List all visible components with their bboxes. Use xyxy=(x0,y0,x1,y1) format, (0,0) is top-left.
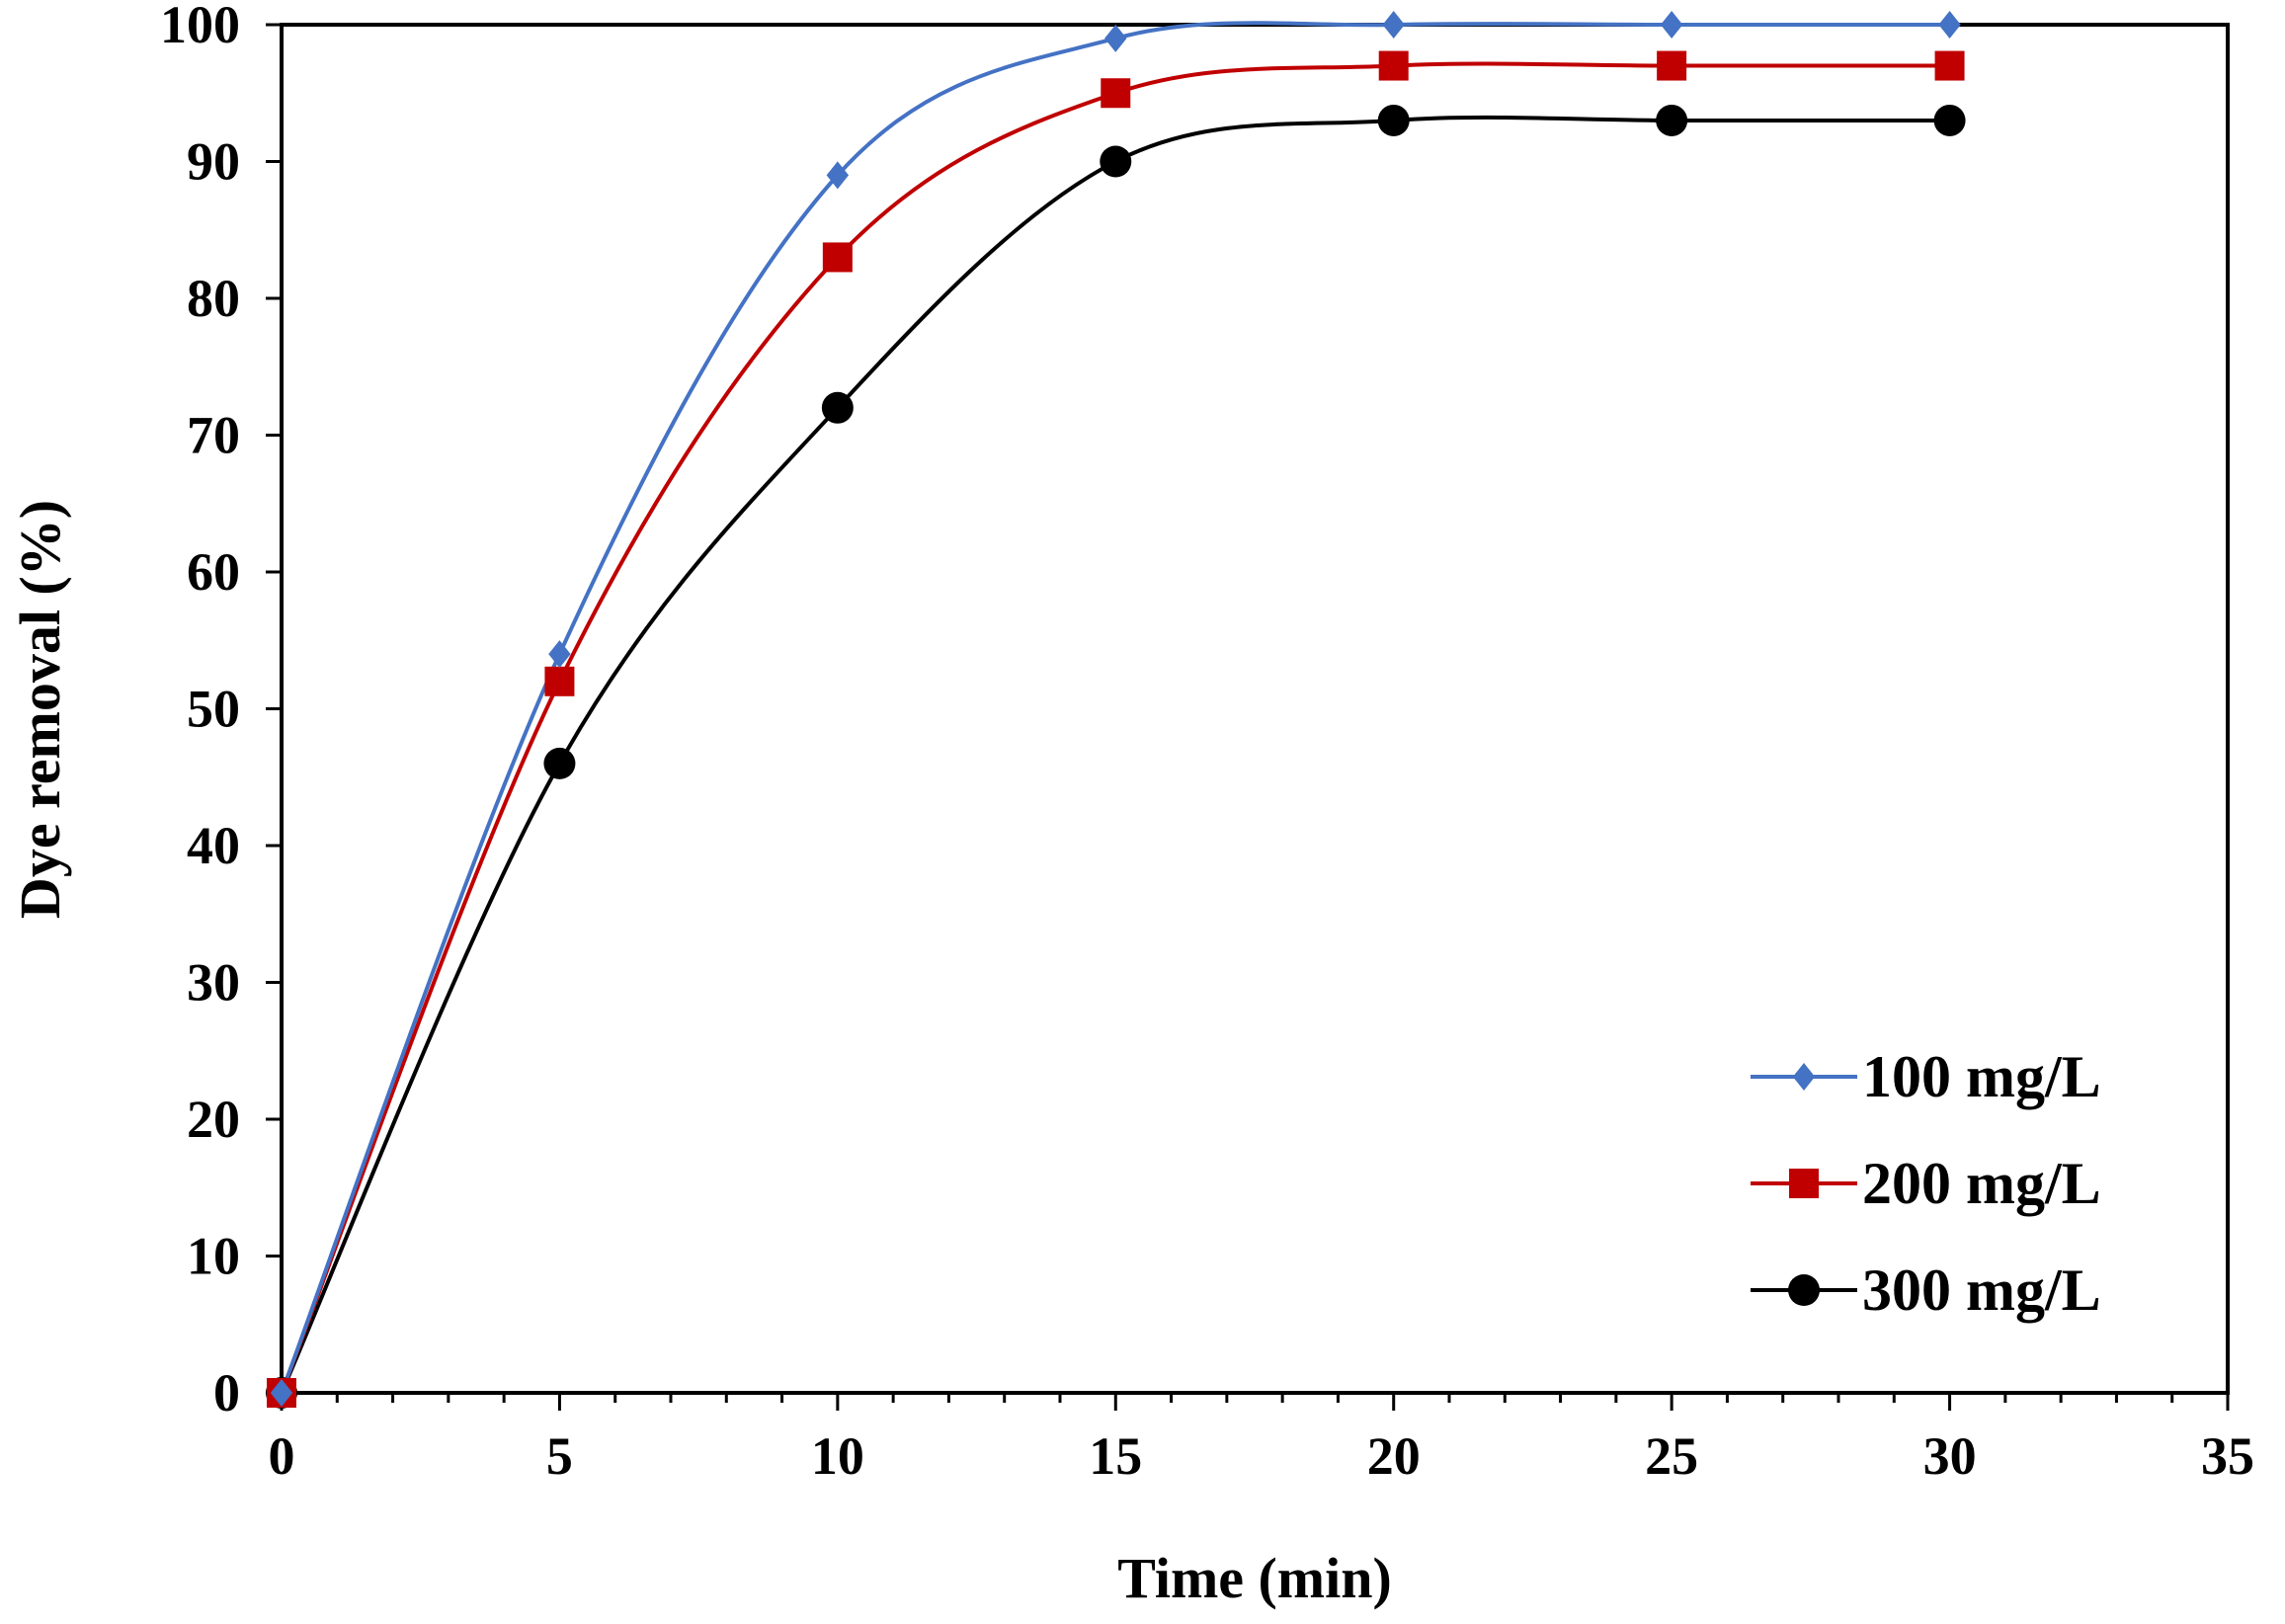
data-point xyxy=(1378,50,1409,81)
data-point xyxy=(548,640,571,669)
data-point xyxy=(1656,104,1688,136)
x-tick-label: 20 xyxy=(1367,1426,1421,1486)
x-tick-label: 10 xyxy=(811,1426,864,1486)
legend-item: 100 mg/L xyxy=(1751,1044,2101,1109)
data-point xyxy=(1938,11,1961,39)
x-axis: 0 5 10 15 20 25 30 35 xyxy=(269,1393,2254,1486)
legend-label: 100 mg/L xyxy=(1862,1044,2101,1109)
data-point xyxy=(1660,11,1683,39)
legend-marker xyxy=(1788,1274,1820,1306)
x-axis-title: Time (min) xyxy=(1117,1546,1392,1610)
series-line xyxy=(280,21,1950,1394)
y-tick-label: 70 xyxy=(187,406,240,465)
legend-item: 300 mg/L xyxy=(1751,1258,2101,1323)
legend-label: 300 mg/L xyxy=(1862,1258,2101,1323)
y-tick-label: 50 xyxy=(187,680,240,739)
series-line xyxy=(280,61,1950,1394)
series-line xyxy=(280,115,1950,1394)
legend-marker xyxy=(1792,1063,1816,1091)
y-tick-label: 80 xyxy=(187,269,240,328)
data-point xyxy=(1377,104,1410,136)
data-point xyxy=(1382,11,1405,39)
x-tick-label: 0 xyxy=(269,1426,295,1486)
data-point xyxy=(1933,104,1966,136)
legend: 100 mg/L 200 mg/L 300 mg/L xyxy=(1751,1044,2101,1323)
y-axis: 0 10 20 30 40 50 60 70 80 90 100 xyxy=(160,0,282,1422)
data-point xyxy=(544,666,575,696)
y-tick-label: 40 xyxy=(187,816,240,875)
x-tick-label: 15 xyxy=(1089,1426,1142,1486)
y-tick-label: 30 xyxy=(187,953,240,1013)
x-tick-label: 25 xyxy=(1645,1426,1698,1486)
x-tick-label: 30 xyxy=(1923,1426,1977,1486)
data-point xyxy=(1101,78,1131,109)
data-point xyxy=(1100,145,1132,178)
data-point xyxy=(821,391,854,424)
series-lines xyxy=(280,21,1950,1394)
y-tick-label: 0 xyxy=(213,1363,240,1422)
data-point xyxy=(543,747,576,779)
series-markers xyxy=(266,11,1966,1409)
y-tick-label: 90 xyxy=(187,132,240,192)
y-tick-label: 20 xyxy=(187,1090,240,1149)
x-tick-label: 5 xyxy=(546,1426,573,1486)
y-tick-label: 100 xyxy=(160,0,240,54)
legend-label: 200 mg/L xyxy=(1862,1151,2101,1216)
y-tick-label: 10 xyxy=(187,1227,240,1286)
data-point xyxy=(1104,24,1127,52)
data-point xyxy=(1657,50,1687,81)
legend-item: 200 mg/L xyxy=(1751,1151,2101,1216)
data-point xyxy=(270,1379,293,1407)
y-axis-title: Dye removal (%) xyxy=(8,500,72,919)
data-point xyxy=(822,242,853,273)
x-tick-label: 35 xyxy=(2201,1426,2254,1486)
y-tick-label: 60 xyxy=(187,542,240,602)
legend-marker xyxy=(1789,1169,1819,1198)
data-point xyxy=(826,161,850,190)
data-point xyxy=(1934,50,1965,81)
